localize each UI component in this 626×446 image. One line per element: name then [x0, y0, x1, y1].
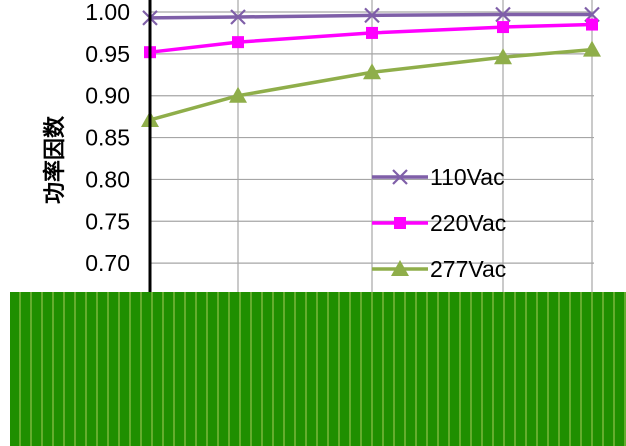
square-marker: [497, 21, 509, 34]
legend: 110Vac 220Vac 277Vac: [372, 164, 506, 282]
legend-item-220Vac: 220Vac: [372, 210, 506, 236]
series-220Vac: [144, 18, 598, 59]
y-tick-label: 0.85: [85, 125, 130, 151]
x-marker: [230, 9, 246, 25]
series-group: [141, 6, 601, 127]
y-tick-label: 0.75: [85, 208, 130, 234]
series-line: [149, 47, 593, 122]
square-marker: [232, 36, 244, 49]
y-tick-label: 0.80: [85, 166, 130, 192]
x-marker: [495, 6, 511, 23]
y-tick-label: 0.90: [85, 83, 130, 109]
triangle-marker: [583, 40, 601, 57]
y-tick-label: 1.00: [85, 0, 130, 25]
legend-label: 220Vac: [430, 210, 506, 236]
square-marker: [394, 217, 406, 229]
triangle-marker: [391, 260, 409, 276]
triangle-marker: [363, 63, 381, 80]
y-tick-label: 0.95: [85, 41, 130, 67]
y-axis-label: 功率因数: [42, 115, 68, 204]
x-marker: [392, 169, 408, 185]
legend-label: 110Vac: [430, 164, 505, 190]
legend-item-277Vac: 277Vac: [372, 256, 506, 282]
y-tick-label: 0.70: [85, 250, 130, 276]
occlusion-overlay: [10, 292, 626, 446]
square-marker: [366, 26, 378, 39]
square-marker: [586, 18, 598, 31]
y-tick-labels: 0.650.700.750.800.850.900.951.00: [85, 0, 130, 318]
legend-label: 277Vac: [430, 256, 506, 282]
x-marker: [364, 7, 380, 24]
triangle-marker: [229, 86, 247, 103]
legend-item-110Vac: 110Vac: [372, 164, 505, 190]
series-110Vac: [142, 6, 600, 26]
triangle-marker: [494, 48, 512, 65]
